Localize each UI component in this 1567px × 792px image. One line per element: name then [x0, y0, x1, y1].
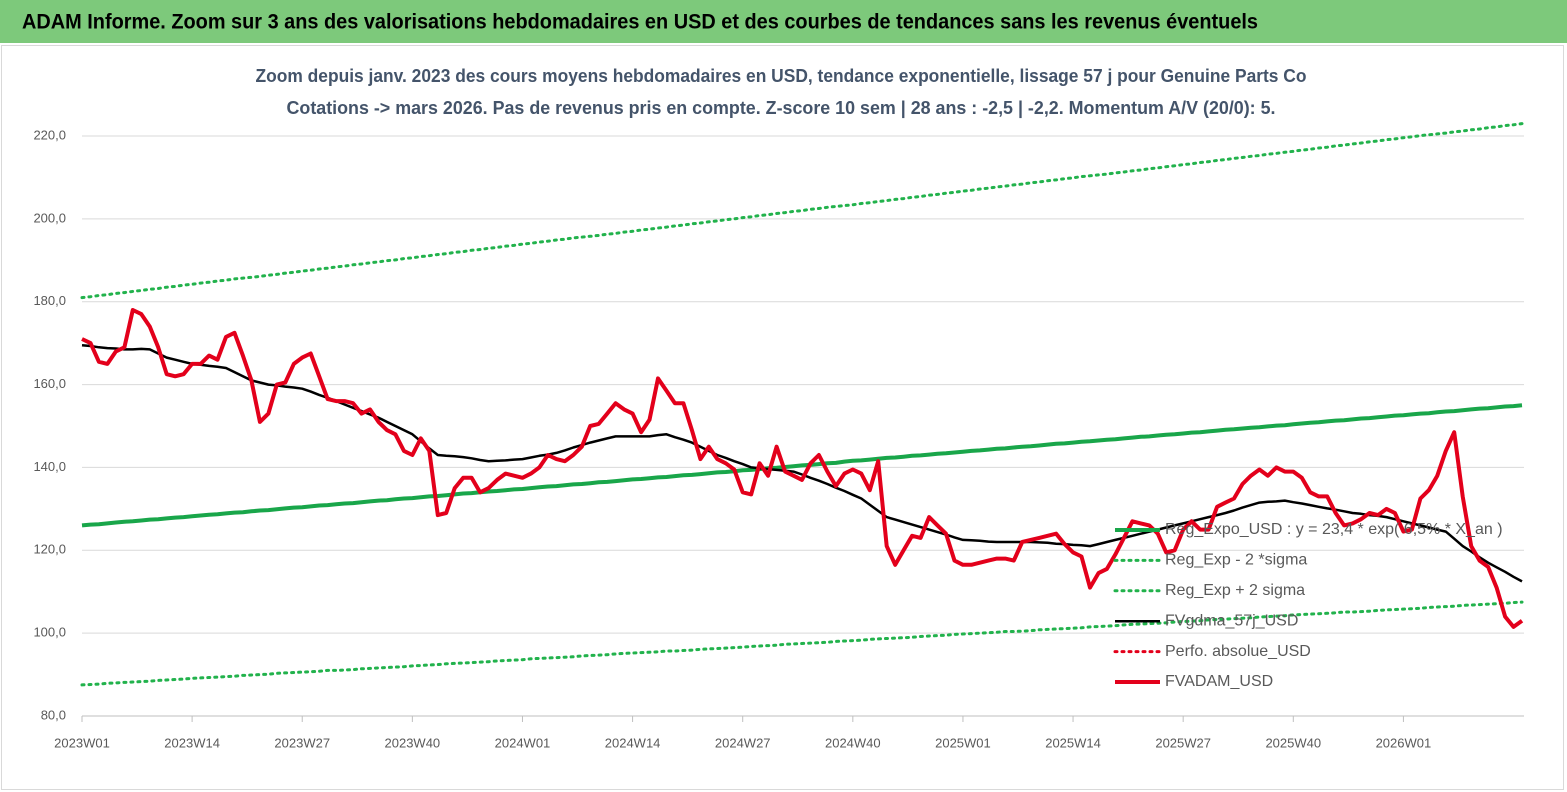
y-tick-label: 100,0	[33, 625, 66, 640]
legend-label: FVgdma_57j_USD	[1165, 612, 1298, 629]
series-line	[81, 308, 1524, 629]
x-tick-label: 2023W40	[385, 735, 441, 750]
y-tick-label: 200,0	[33, 210, 66, 225]
series-line	[81, 343, 1523, 583]
chart-border	[1, 45, 1564, 790]
title-bar	[0, 0, 1567, 43]
x-tick-label: 2023W01	[54, 735, 110, 750]
x-tick-label: 2024W40	[825, 735, 881, 750]
legend-label: Reg_Exp - 2 *sigma	[1165, 552, 1307, 569]
x-tick-label: 2023W27	[274, 735, 330, 750]
y-tick-label: 180,0	[33, 293, 66, 308]
chart-title: ADAM Informe. Zoom sur 3 ans des valoris…	[22, 11, 1258, 34]
x-tick-label: 2025W14	[1045, 735, 1101, 750]
legend-label: Reg_Expo_USD : y = 23,4 * exp( 6,5% * X_…	[1165, 521, 1503, 538]
y-tick-label: 220,0	[33, 127, 66, 142]
subtitle: Cotations -> mars 2026. Pas de revenus p…	[287, 98, 1276, 118]
x-tick-label: 2025W40	[1265, 735, 1321, 750]
x-tick-label: 2025W01	[935, 735, 991, 750]
legend-label: Perfo. absolue_USD	[1165, 643, 1311, 660]
series-line	[80, 600, 1524, 687]
legend-label: Reg_Exp + 2 sigma	[1165, 582, 1305, 599]
y-tick-label: 120,0	[33, 542, 66, 557]
y-tick-label: 80,0	[41, 707, 66, 722]
x-tick-label: 2024W14	[605, 735, 661, 750]
y-tick-label: 140,0	[33, 459, 66, 474]
x-tick-label: 2024W27	[715, 735, 771, 750]
x-tick-label: 2025W27	[1155, 735, 1211, 750]
x-tick-label: 2026W01	[1376, 735, 1432, 750]
series-line	[81, 403, 1523, 528]
subtitle: Zoom depuis janv. 2023 des cours moyens …	[256, 66, 1307, 86]
legend-label: FVADAM_USD	[1165, 673, 1273, 690]
x-tick-label: 2023W14	[164, 735, 220, 750]
x-tick-label: 2024W01	[495, 735, 551, 750]
y-tick-label: 160,0	[33, 376, 66, 391]
